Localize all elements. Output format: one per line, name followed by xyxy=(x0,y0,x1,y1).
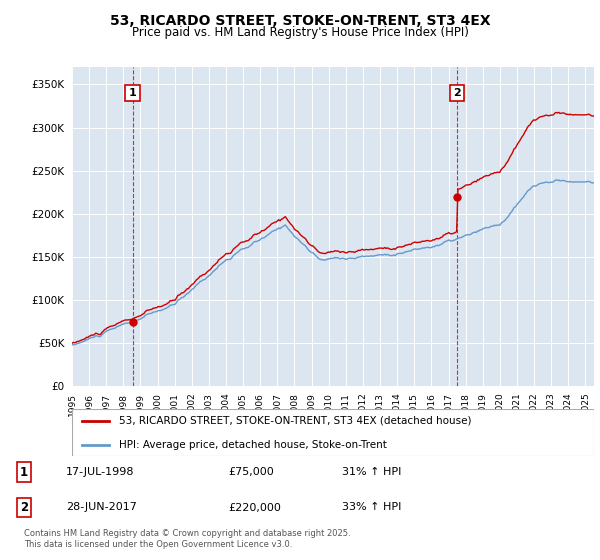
Text: 17-JUL-1998: 17-JUL-1998 xyxy=(66,467,134,477)
Text: HPI: Average price, detached house, Stoke-on-Trent: HPI: Average price, detached house, Stok… xyxy=(119,440,387,450)
Text: Price paid vs. HM Land Registry's House Price Index (HPI): Price paid vs. HM Land Registry's House … xyxy=(131,26,469,39)
Text: 1: 1 xyxy=(20,465,28,479)
Text: 1: 1 xyxy=(129,88,136,98)
Point xyxy=(128,317,137,326)
FancyBboxPatch shape xyxy=(72,409,594,456)
Text: Contains HM Land Registry data © Crown copyright and database right 2025.
This d: Contains HM Land Registry data © Crown c… xyxy=(24,529,350,549)
Text: 53, RICARDO STREET, STOKE-ON-TRENT, ST3 4EX: 53, RICARDO STREET, STOKE-ON-TRENT, ST3 … xyxy=(110,14,490,28)
Text: £220,000: £220,000 xyxy=(228,502,281,512)
Text: 53, RICARDO STREET, STOKE-ON-TRENT, ST3 4EX (detached house): 53, RICARDO STREET, STOKE-ON-TRENT, ST3 … xyxy=(119,416,472,426)
Text: 2: 2 xyxy=(20,501,28,514)
Text: 31% ↑ HPI: 31% ↑ HPI xyxy=(342,467,401,477)
Text: £75,000: £75,000 xyxy=(228,467,274,477)
Text: 2: 2 xyxy=(453,88,461,98)
Text: 33% ↑ HPI: 33% ↑ HPI xyxy=(342,502,401,512)
Text: 28-JUN-2017: 28-JUN-2017 xyxy=(66,502,137,512)
Point xyxy=(452,192,462,201)
